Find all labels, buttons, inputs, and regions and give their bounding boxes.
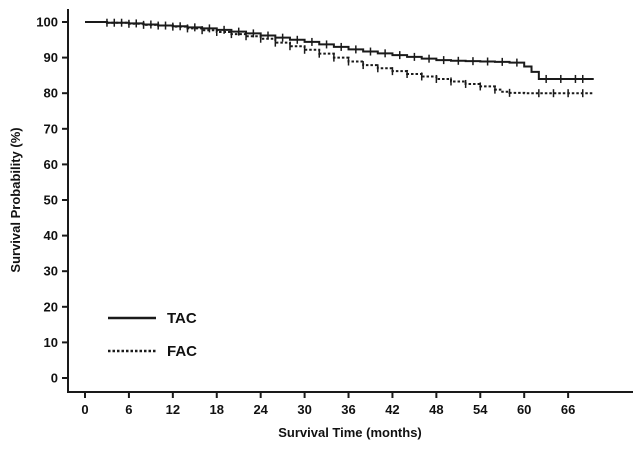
series-fac	[85, 18, 594, 98]
series-tac	[85, 18, 594, 83]
y-tick-label: 30	[44, 264, 58, 279]
y-tick-label: 0	[51, 371, 58, 386]
x-tick-label: 54	[473, 402, 488, 417]
y-axis-title: Survival Probability (%)	[8, 127, 23, 272]
x-tick-label: 60	[517, 402, 531, 417]
y-tick-label: 80	[44, 86, 58, 101]
y-tick-label: 50	[44, 193, 58, 208]
survival-curve-fac	[85, 21, 594, 95]
y-tick-label: 90	[44, 50, 58, 65]
legend-label-fac: FAC	[167, 343, 197, 360]
x-tick-label: 24	[253, 402, 268, 417]
x-tick-label: 30	[297, 402, 311, 417]
y-tick-label: 40	[44, 228, 58, 243]
x-tick-label: 18	[210, 402, 224, 417]
x-tick-label: 6	[125, 402, 132, 417]
y-tick-label: 10	[44, 335, 58, 350]
x-axis-title: Survival Time (months)	[278, 425, 422, 440]
legend-label-tac: TAC	[167, 310, 197, 327]
y-tick-label: 20	[44, 299, 58, 314]
y-tick-label: 60	[44, 157, 58, 172]
y-tick-label: 70	[44, 121, 58, 136]
x-tick-label: 42	[385, 402, 399, 417]
y-axis-ticks: 0 10 20 30 40 50 60 70 80 90 100	[36, 15, 68, 386]
axes	[67, 9, 633, 393]
legend: TAC FAC	[108, 310, 197, 360]
x-tick-label: 36	[341, 402, 355, 417]
survival-curve-tac	[85, 21, 594, 80]
x-tick-label: 66	[561, 402, 575, 417]
x-axis-ticks: 0 6 12 18 24 30 36 42 48 54 60 66	[81, 392, 575, 417]
x-tick-label: 48	[429, 402, 443, 417]
y-tick-label: 100	[36, 15, 58, 30]
x-tick-label: 0	[81, 402, 88, 417]
x-tick-label: 12	[166, 402, 180, 417]
